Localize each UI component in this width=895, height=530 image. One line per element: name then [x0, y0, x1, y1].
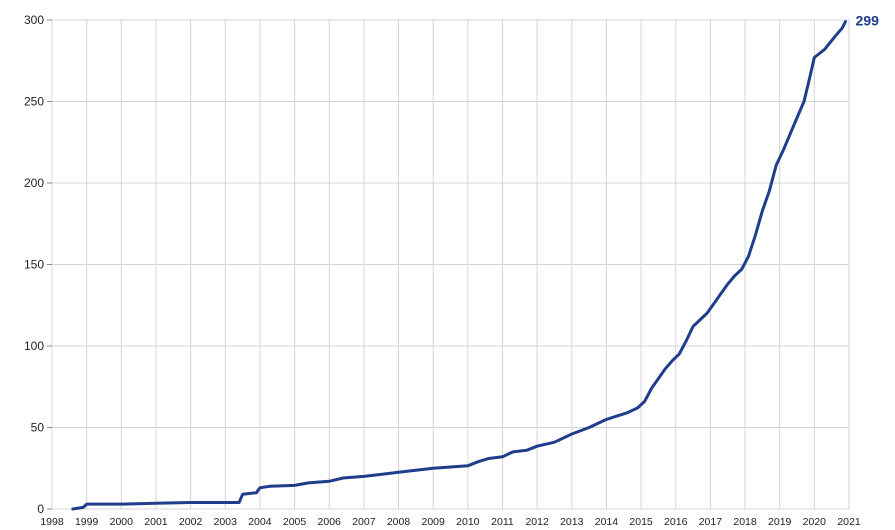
- x-axis-ticks: 1998 1999 2000 2001 2002 2003 2004 2005 2006 2007…: [40, 516, 861, 528]
- x-tick-label-2009: 2009: [421, 516, 445, 528]
- x-tick-label-2018: 2018: [733, 516, 757, 528]
- end-value-label: 299: [856, 13, 880, 29]
- x-tick-label-2015: 2015: [629, 516, 653, 528]
- y-tick-label-50: 50: [31, 421, 45, 435]
- x-tick-label-2003: 2003: [214, 516, 238, 528]
- x-tick-label-1998: 1998: [40, 516, 64, 528]
- y-axis-ticks: 0 50 100 150 200 250 300: [24, 13, 52, 516]
- x-tick-label-2011: 2011: [491, 516, 514, 528]
- y-tick-label-0: 0: [37, 502, 44, 516]
- x-tick-label-2000: 2000: [110, 516, 134, 528]
- y-tick-label-100: 100: [24, 339, 44, 353]
- x-tick-label-2012: 2012: [525, 516, 549, 528]
- y-tick-label-250: 250: [24, 95, 44, 109]
- x-tick-label-2007: 2007: [352, 516, 376, 528]
- x-tick-label-2002: 2002: [179, 516, 203, 528]
- x-tick-label-2004: 2004: [248, 516, 272, 528]
- x-tick-label-1999: 1999: [75, 516, 99, 528]
- x-tick-label-2016: 2016: [664, 516, 688, 528]
- y-tick-label-200: 200: [24, 176, 44, 190]
- horizontal-gridlines: [52, 19, 849, 510]
- y-tick-label-300: 300: [24, 13, 44, 27]
- x-tick-label-2010: 2010: [456, 516, 480, 528]
- x-tick-label-2021: 2021: [837, 516, 861, 528]
- x-tick-label-2006: 2006: [318, 516, 342, 528]
- x-tick-label-2013: 2013: [560, 516, 584, 528]
- x-tick-label-2014: 2014: [595, 516, 619, 528]
- x-tick-label-2017: 2017: [699, 516, 723, 528]
- y-tick-label-150: 150: [24, 258, 44, 272]
- x-tick-label-2020: 2020: [803, 516, 827, 528]
- x-tick-label-2008: 2008: [387, 516, 411, 528]
- x-tick-label-2001: 2001: [144, 516, 168, 528]
- x-tick-label-2019: 2019: [768, 516, 792, 528]
- series-line: [71, 20, 847, 511]
- x-tick-label-2005: 2005: [283, 516, 307, 528]
